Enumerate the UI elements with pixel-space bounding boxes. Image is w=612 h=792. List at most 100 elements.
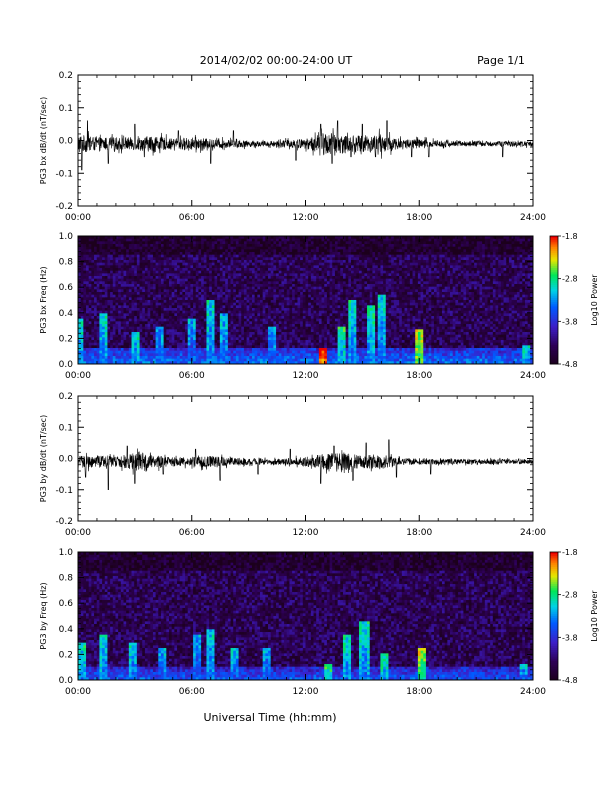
spectrogram-cell (187, 350, 191, 354)
spectrogram-cell (278, 361, 282, 365)
spectrogram-cell (131, 329, 135, 333)
spectrogram-cell (326, 334, 330, 338)
spectrogram-cell (128, 345, 132, 349)
spectrogram-cell (206, 289, 210, 293)
spectrogram-cell (179, 289, 183, 293)
spectrogram-cell (241, 249, 245, 253)
spectrogram-cell (128, 244, 132, 248)
spectrogram-cell (174, 316, 178, 320)
spectrogram-cell (329, 284, 333, 288)
spectrogram-cell (134, 236, 138, 240)
spectrogram-cell (313, 361, 317, 365)
spectrogram-cell (225, 305, 229, 309)
spectrogram-cell (185, 273, 189, 277)
spectrogram-cell (260, 270, 264, 274)
spectrogram-cell (241, 238, 245, 242)
spectrogram-cell (270, 321, 274, 325)
spectrogram-cell (91, 294, 95, 298)
spectrogram-cell (233, 321, 237, 325)
spectrogram-cell (286, 308, 290, 312)
spectrogram-cell (112, 332, 116, 336)
spectrogram-cell (243, 265, 248, 269)
spectrogram-cell (112, 262, 116, 266)
spectrogram-cell (313, 265, 317, 269)
spectrogram-cell (185, 268, 189, 272)
spectrogram-cell (273, 348, 277, 352)
spectrogram-cell (115, 294, 119, 298)
spectrogram-cell (227, 286, 231, 290)
spectrogram-cell (260, 329, 264, 333)
spectrogram-cell (131, 238, 135, 242)
spectrogram-cell (203, 305, 207, 309)
spectrogram-cell (155, 310, 159, 314)
spectrogram-cell (198, 348, 202, 352)
spectrogram-cell (128, 276, 132, 280)
spectrogram-cell (209, 305, 213, 309)
spectrogram-cell (302, 302, 306, 306)
spectrogram-cell (78, 289, 82, 293)
spectrogram-cell (313, 337, 317, 341)
spectrogram-cell (86, 257, 90, 261)
spectrogram-cell (238, 321, 242, 325)
spectrogram-cell (254, 244, 258, 248)
spectrogram-cell (96, 297, 100, 301)
spectrogram-cell (177, 294, 181, 298)
spectrogram-cell (249, 246, 253, 250)
spectrogram-cell (131, 345, 135, 349)
spectrogram-cell (152, 310, 157, 314)
spectrogram-cell (110, 313, 114, 317)
spectrogram-cell (110, 350, 114, 354)
spectrogram-cell (115, 236, 119, 240)
spectrogram-cell (321, 294, 325, 298)
spectrogram-cell (211, 281, 215, 285)
spectrogram-cell (262, 310, 266, 314)
spectrogram-cell (292, 260, 296, 264)
spectrogram-cell (334, 270, 339, 274)
spectrogram-cell (99, 324, 103, 328)
spectrogram-cell (80, 252, 84, 256)
spectrogram-cell (83, 297, 87, 301)
spectrogram-cell (152, 244, 157, 248)
spectrogram-cell (102, 268, 106, 272)
spectrogram-cell (300, 332, 304, 336)
spectrogram-cell (326, 260, 330, 264)
spectrogram-cell (88, 270, 92, 274)
dbdt-series-line (77, 120, 534, 171)
spectrogram-cell (190, 249, 194, 253)
spectrogram-cell (345, 358, 349, 362)
spectrogram-cell (297, 254, 301, 258)
spectrogram-cell (91, 337, 95, 341)
spectrogram-cell (110, 286, 114, 290)
spectrogram-cell (286, 361, 290, 365)
spectrogram-cell (91, 326, 95, 330)
spectrogram-cell (334, 294, 339, 298)
spectrogram-cell (297, 334, 301, 338)
spectrogram-cell (211, 321, 215, 325)
spectrogram-cell (340, 249, 344, 253)
spectrogram-cell (147, 276, 151, 280)
spectrogram-cell (91, 273, 95, 277)
spectrogram-cell (294, 297, 298, 301)
spectrogram-cell (155, 334, 159, 338)
spectrogram-cell (262, 350, 266, 354)
spectrogram-cell (120, 294, 124, 298)
x-tick-label: 06:00 (179, 213, 205, 223)
spectrogram-cell (142, 292, 146, 296)
spectrogram-cell (233, 244, 237, 248)
spectrogram-cell (115, 246, 119, 250)
spectrogram-cell (273, 356, 277, 360)
spectrogram-cell (177, 300, 181, 304)
spectrogram-cell (241, 326, 245, 330)
spectrogram-cell (329, 265, 333, 269)
spectrogram-cell (337, 348, 341, 352)
spectrogram-cell (318, 329, 322, 333)
spectrogram-cell (158, 286, 162, 290)
spectrogram-cell (134, 265, 138, 269)
spectrogram-cell (219, 241, 223, 245)
spectrogram-cell (278, 278, 282, 282)
spectrogram-cell (318, 334, 322, 338)
spectrogram-cell (142, 326, 146, 330)
spectrogram-cell (219, 358, 223, 362)
spectrogram-cell (308, 252, 312, 256)
spectrogram-cell (171, 254, 175, 258)
